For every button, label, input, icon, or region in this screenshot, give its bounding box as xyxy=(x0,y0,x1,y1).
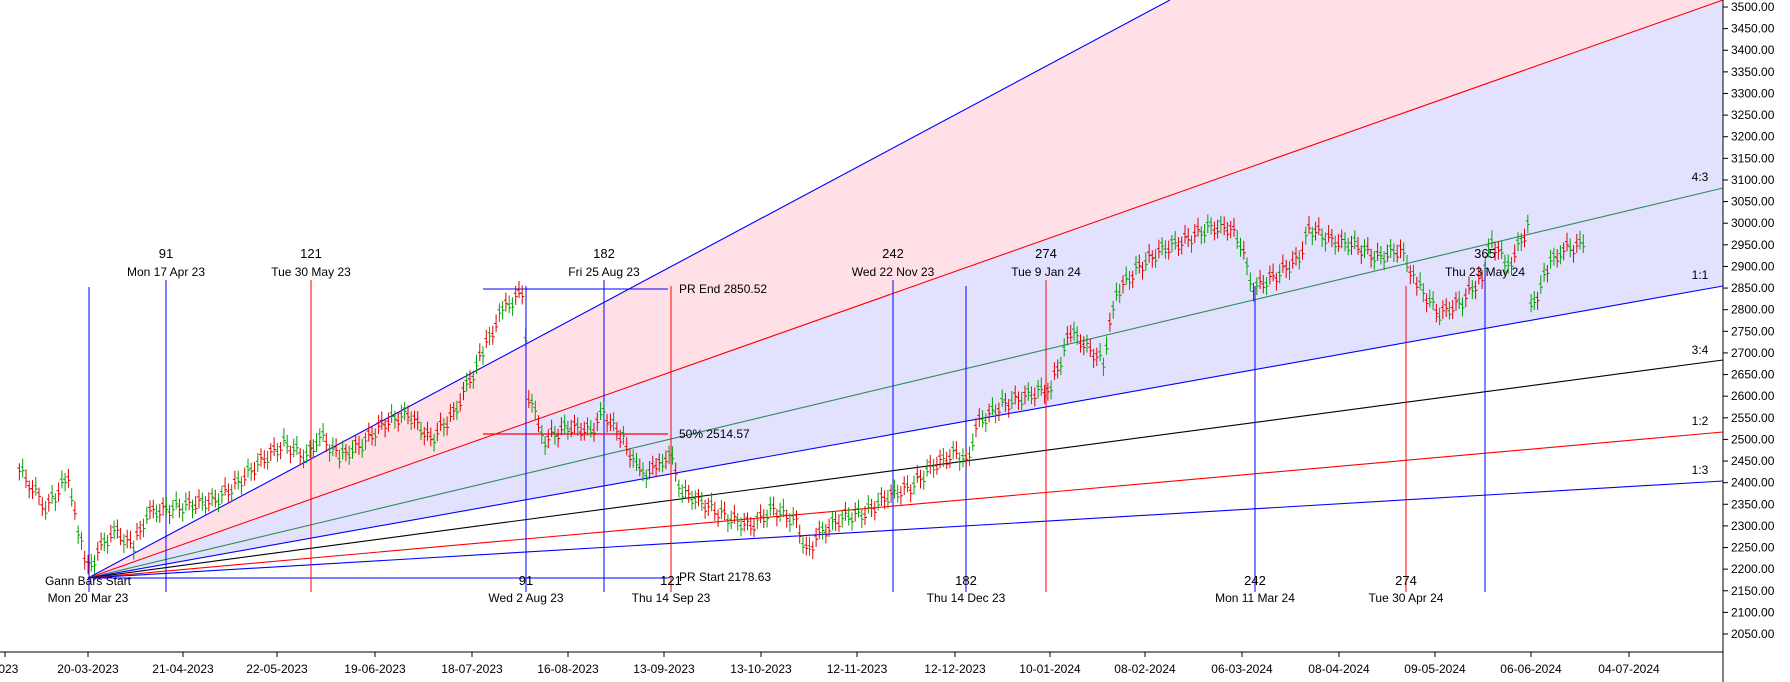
gann-start-date: Mon 20 Mar 23 xyxy=(48,591,129,605)
x-axis-ticks: 2023 20-03-2023 21-04-2023 22-05-2023 19-06-… xyxy=(0,652,1660,676)
y-tick-label: 3200.00 xyxy=(1731,130,1775,144)
x-tick-label: 19-06-2023 xyxy=(344,662,406,676)
pr-end-label: PR End 2850.52 xyxy=(679,282,767,296)
x-tick-label: 18-07-2023 xyxy=(441,662,503,676)
angle-label: 4:3 xyxy=(1692,170,1709,184)
angle-label: 3:4 xyxy=(1692,343,1709,357)
y-tick-label: 3150.00 xyxy=(1731,151,1775,165)
top-cycle-date: Mon 17 Apr 23 xyxy=(127,265,205,279)
y-tick-label: 2950.00 xyxy=(1731,238,1775,252)
y-tick-label: 2550.00 xyxy=(1731,411,1775,425)
y-tick-label: 3450.00 xyxy=(1731,22,1775,36)
x-tick-label: 13-10-2023 xyxy=(730,662,792,676)
top-cycle-date: Tue 9 Jan 24 xyxy=(1011,265,1081,279)
x-tick-label: 12-12-2023 xyxy=(924,662,986,676)
y-tick-label: 2800.00 xyxy=(1731,303,1775,317)
bottom-cycle-date: Mon 11 Mar 24 xyxy=(1215,591,1295,605)
y-tick-label: 2650.00 xyxy=(1731,368,1775,382)
y-tick-label: 2200.00 xyxy=(1731,562,1775,576)
x-tick-label: 13-09-2023 xyxy=(633,662,695,676)
x-tick-label: 12-11-2023 xyxy=(827,662,888,676)
top-cycle-count: 365 xyxy=(1474,246,1496,261)
top-cycle-count: 242 xyxy=(882,246,904,261)
y-tick-label: 2150.00 xyxy=(1731,584,1775,598)
y-tick-label: 2050.00 xyxy=(1731,627,1775,641)
x-tick-label: 20-03-2023 xyxy=(57,662,119,676)
gann-start-label: Gann Bars Start xyxy=(45,574,132,588)
x-tick-label: 06-03-2024 xyxy=(1211,662,1273,676)
angle-label: 1:3 xyxy=(1692,463,1709,477)
pr-mid-label: 50% 2514.57 xyxy=(679,427,750,441)
x-tick-label: 2023 xyxy=(0,662,19,676)
fan-line-3-4 xyxy=(87,359,1724,579)
x-tick-label: 10-01-2024 xyxy=(1019,662,1081,676)
fan-line-red xyxy=(87,0,1724,579)
annotation-labels: 4:3 1:1 3:4 1:2 1:3 PR End 2850.52 50% 2514.57… xyxy=(45,170,1709,605)
bottom-cycle-count: 91 xyxy=(519,573,533,588)
cycle-lines xyxy=(88,262,1486,592)
fan-line-4-3 xyxy=(87,187,1724,579)
bottom-cycle-date: Tue 30 Apr 24 xyxy=(1369,591,1444,605)
y-tick-label: 3400.00 xyxy=(1731,43,1775,57)
y-tick-label: 3000.00 xyxy=(1731,216,1775,230)
x-tick-label: 08-02-2024 xyxy=(1114,662,1176,676)
fan-line-1-1 xyxy=(87,285,1724,579)
x-tick-label: 08-04-2024 xyxy=(1308,662,1370,676)
y-tick-label: 3500.00 xyxy=(1731,0,1775,14)
x-tick-label: 09-05-2024 xyxy=(1404,662,1466,676)
fan-line-1-3 xyxy=(87,480,1724,579)
bottom-cycle-count: 121 xyxy=(660,573,682,588)
y-tick-label: 2400.00 xyxy=(1731,476,1775,490)
gann-angle-lines xyxy=(87,0,1724,579)
angle-label: 1:1 xyxy=(1692,268,1709,282)
top-cycle-count: 121 xyxy=(300,246,322,261)
top-cycle-count: 91 xyxy=(159,246,173,261)
top-cycle-count: 182 xyxy=(593,246,615,261)
y-tick-label: 3350.00 xyxy=(1731,65,1775,79)
y-tick-label: 3300.00 xyxy=(1731,86,1775,100)
x-tick-label: 16-08-2023 xyxy=(537,662,599,676)
top-cycle-date: Thu 23 May 24 xyxy=(1445,265,1525,279)
y-tick-label: 3100.00 xyxy=(1731,173,1775,187)
top-cycle-date: Wed 22 Nov 23 xyxy=(852,265,935,279)
x-tick-label: 22-05-2023 xyxy=(246,662,308,676)
bottom-cycle-count: 242 xyxy=(1244,573,1266,588)
bottom-cycle-count: 182 xyxy=(955,573,977,588)
top-cycle-count: 274 xyxy=(1035,246,1057,261)
bottom-cycle-date: Thu 14 Dec 23 xyxy=(927,591,1006,605)
angle-label: 1:2 xyxy=(1692,414,1709,428)
x-tick-label: 21-04-2023 xyxy=(152,662,214,676)
y-tick-label: 2850.00 xyxy=(1731,281,1775,295)
y-tick-label: 2600.00 xyxy=(1731,389,1775,403)
y-tick-label: 2250.00 xyxy=(1731,541,1775,555)
x-tick-label: 06-06-2024 xyxy=(1500,662,1562,676)
y-tick-label: 2300.00 xyxy=(1731,519,1775,533)
y-tick-label: 2450.00 xyxy=(1731,454,1775,468)
y-tick-label: 3250.00 xyxy=(1731,108,1775,122)
y-tick-label: 2700.00 xyxy=(1731,346,1775,360)
y-tick-label: 3050.00 xyxy=(1731,195,1775,209)
bottom-cycle-date: Wed 2 Aug 23 xyxy=(488,591,563,605)
price-range-lines xyxy=(483,288,668,435)
pr-start-label: PR Start 2178.63 xyxy=(679,570,771,584)
y-tick-label: 2500.00 xyxy=(1731,432,1775,446)
top-cycle-date: Tue 30 May 23 xyxy=(271,265,351,279)
y-tick-label: 2350.00 xyxy=(1731,497,1775,511)
bottom-cycle-date: Thu 14 Sep 23 xyxy=(632,591,711,605)
fan-line-1-2 xyxy=(87,431,1724,579)
x-tick-label: 04-07-2024 xyxy=(1598,662,1660,676)
top-cycle-date: Fri 25 Aug 23 xyxy=(568,265,640,279)
y-tick-label: 2750.00 xyxy=(1731,324,1775,338)
y-tick-label: 2100.00 xyxy=(1731,605,1775,619)
price-series xyxy=(17,214,1586,574)
y-tick-label: 2900.00 xyxy=(1731,259,1775,273)
bottom-cycle-count: 274 xyxy=(1395,573,1417,588)
y-axis-ticks: 2050.00 2100.00 2150.00 2200.00 2250.00 2300.… xyxy=(1723,0,1775,641)
